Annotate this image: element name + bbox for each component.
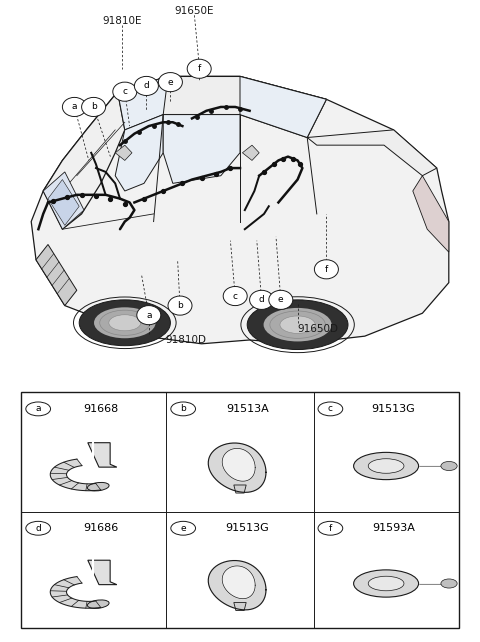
Polygon shape — [88, 443, 117, 467]
Polygon shape — [31, 76, 449, 344]
Circle shape — [171, 521, 195, 535]
Polygon shape — [115, 145, 132, 160]
Circle shape — [26, 521, 50, 535]
Circle shape — [168, 296, 192, 315]
Circle shape — [113, 82, 137, 101]
Text: b: b — [177, 301, 183, 310]
Text: c: c — [122, 87, 127, 96]
Circle shape — [171, 402, 195, 416]
Text: 91810E: 91810E — [103, 16, 142, 26]
Polygon shape — [163, 114, 240, 184]
Ellipse shape — [368, 459, 404, 473]
Text: f: f — [198, 64, 201, 73]
Polygon shape — [43, 172, 84, 229]
Circle shape — [223, 286, 247, 306]
Ellipse shape — [368, 577, 404, 591]
Ellipse shape — [87, 600, 109, 609]
Text: b: b — [91, 103, 96, 112]
Ellipse shape — [354, 453, 419, 480]
Polygon shape — [88, 560, 117, 585]
Circle shape — [82, 98, 106, 116]
Ellipse shape — [247, 300, 348, 349]
Polygon shape — [115, 114, 163, 191]
Polygon shape — [43, 92, 125, 229]
Text: d: d — [259, 295, 264, 304]
Text: b: b — [180, 404, 186, 413]
Circle shape — [441, 462, 457, 471]
Ellipse shape — [87, 482, 109, 491]
Text: 91668: 91668 — [84, 404, 119, 414]
Circle shape — [26, 402, 50, 416]
Circle shape — [158, 73, 182, 92]
Text: c: c — [233, 291, 238, 300]
Circle shape — [318, 402, 343, 416]
Text: e: e — [168, 78, 173, 87]
Polygon shape — [36, 245, 77, 306]
Text: a: a — [72, 103, 77, 112]
Ellipse shape — [94, 308, 156, 338]
Polygon shape — [48, 180, 79, 225]
Text: d: d — [144, 82, 149, 91]
Ellipse shape — [109, 315, 141, 331]
Text: e: e — [278, 295, 284, 304]
Polygon shape — [234, 602, 246, 611]
Ellipse shape — [79, 300, 170, 345]
Circle shape — [318, 521, 343, 535]
Polygon shape — [240, 76, 326, 137]
Circle shape — [441, 579, 457, 588]
Polygon shape — [413, 176, 449, 252]
Circle shape — [314, 260, 338, 279]
Polygon shape — [222, 448, 255, 482]
Text: 91513A: 91513A — [226, 404, 269, 414]
Text: 91513G: 91513G — [226, 523, 269, 534]
Ellipse shape — [264, 308, 332, 342]
Text: d: d — [36, 524, 41, 533]
Text: e: e — [180, 524, 186, 533]
Text: f: f — [325, 265, 328, 273]
Text: 91650E: 91650E — [175, 6, 214, 17]
Circle shape — [62, 98, 86, 116]
Polygon shape — [50, 459, 101, 490]
Text: 91513G: 91513G — [372, 404, 415, 414]
Polygon shape — [234, 485, 246, 493]
Polygon shape — [208, 560, 266, 610]
Text: 91650D: 91650D — [298, 324, 338, 333]
Polygon shape — [208, 443, 266, 492]
Text: 91810D: 91810D — [166, 335, 206, 345]
Text: f: f — [329, 524, 332, 533]
Polygon shape — [118, 76, 168, 130]
Polygon shape — [307, 130, 437, 176]
Polygon shape — [50, 577, 101, 608]
Polygon shape — [242, 145, 259, 160]
Ellipse shape — [280, 316, 315, 333]
Circle shape — [250, 290, 274, 309]
Polygon shape — [118, 76, 326, 137]
Text: 91686: 91686 — [84, 523, 119, 534]
Circle shape — [134, 76, 158, 96]
Circle shape — [269, 290, 293, 309]
Text: 91593A: 91593A — [372, 523, 415, 534]
FancyBboxPatch shape — [22, 392, 458, 628]
Polygon shape — [222, 566, 255, 599]
Text: a: a — [146, 311, 152, 320]
Text: a: a — [36, 404, 41, 413]
Ellipse shape — [354, 570, 419, 597]
Text: c: c — [328, 404, 333, 413]
Circle shape — [137, 306, 161, 325]
Circle shape — [187, 59, 211, 78]
